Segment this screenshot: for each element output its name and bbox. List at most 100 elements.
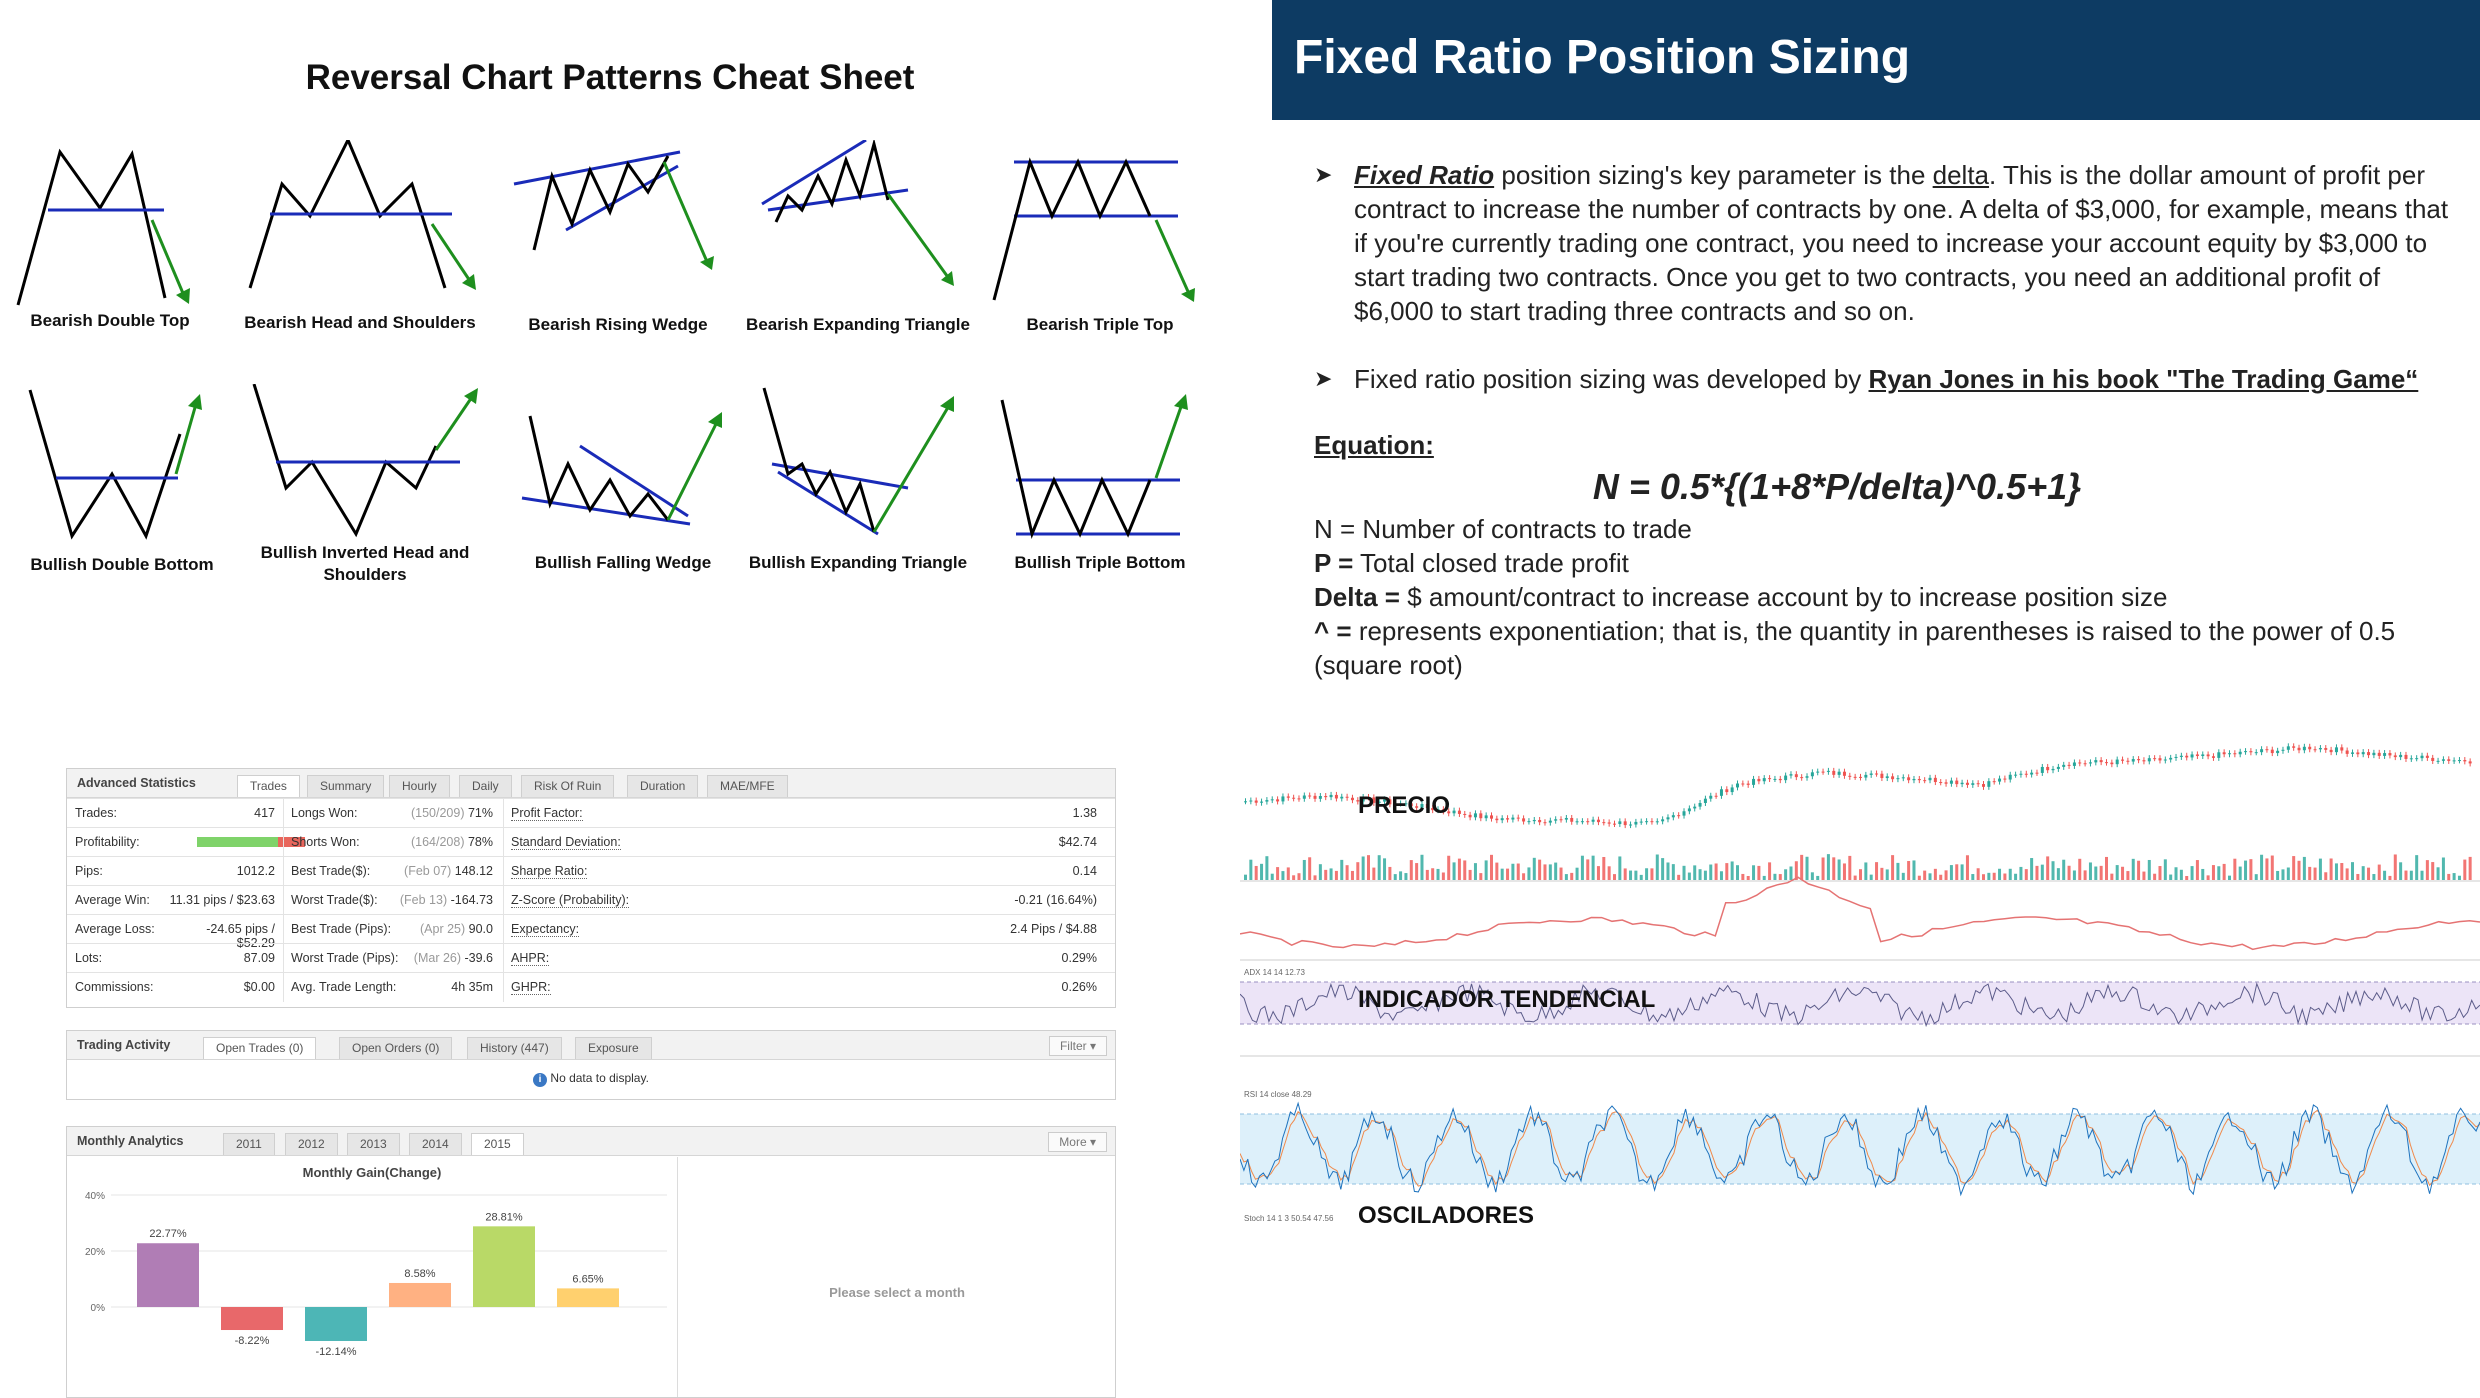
candle [1655,821,1659,823]
stat-row: Commissions: $0.00 Avg. Trade Length: 4h 35… [67,972,1115,1002]
candle [2206,754,2210,757]
volume-bar [2447,873,2451,880]
volume-bar [2008,868,2012,880]
candle [2110,762,2114,765]
candle [1757,778,1761,782]
advanced-statistics-tabbar: Advanced Statistics Trades Summary Hourl… [67,769,1115,798]
volume-bar [1741,873,1745,880]
tab-hourly[interactable]: Hourly [389,775,450,797]
tab-year-2015[interactable]: 2015 [471,1133,524,1155]
volume-bar [2452,873,2456,880]
candle [1463,813,1467,815]
volume-bar [1399,871,1403,880]
candle [2099,760,2103,763]
candle [2024,773,2028,775]
candle [1468,814,1472,818]
tab-daily[interactable]: Daily [459,775,512,797]
y-tick-label: 0% [91,1303,106,1314]
tab-year-2011[interactable]: 2011 [223,1133,275,1155]
tab-history[interactable]: History (447) [467,1037,562,1059]
volume-bar [2147,859,2151,880]
volume-bar [1757,865,1761,880]
profitability-bar [197,837,305,847]
tab-trades[interactable]: Trades [237,775,300,797]
tab-exposure[interactable]: Exposure [575,1037,652,1059]
filter-dropdown[interactable]: Filter ▾ [1048,1036,1107,1056]
candle [1393,803,1397,805]
candle [1810,772,1814,777]
candle [1249,800,1253,802]
candle [1629,824,1633,826]
candle [2260,749,2264,753]
monthly-chart-title: Monthly Gain(Change) [302,1165,442,1180]
volume-bar [1575,867,1579,880]
divider [283,915,284,944]
volume-bar [1431,868,1435,880]
volume-bar [2195,860,2199,880]
candle [1559,819,1563,821]
candle [2324,748,2328,750]
volume-bar [2457,875,2461,880]
candle [2265,749,2269,751]
volume-bar [1511,863,1515,880]
volume-bar [1933,868,1937,880]
candle [2244,751,2248,753]
volume-bar [1447,855,1451,880]
divider [503,886,504,915]
candle [2351,752,2354,754]
volume-bar [2399,862,2403,880]
stat-label-text: Expectancy: [511,922,580,937]
volume-bar [1345,865,1349,880]
stat-note: (Mar 26) [413,951,465,965]
volume-bar [2163,859,2167,880]
tab-duration[interactable]: Duration [627,775,699,797]
candle [1623,821,1627,826]
candle [1794,774,1798,778]
tab-year-2014[interactable]: 2014 [409,1133,462,1155]
candle [1596,819,1600,823]
candle [2420,755,2424,759]
candle [1880,773,1884,779]
volume-bar [1736,865,1739,880]
tab-year-2012[interactable]: 2012 [285,1133,338,1155]
candle [1570,817,1574,822]
candle [2425,755,2429,758]
bar [137,1243,199,1307]
stat-number: 71% [467,806,493,820]
tab-summary[interactable]: Summary [307,775,385,797]
divider [283,973,284,1002]
volume-bar [1425,869,1429,880]
pattern-bullish-inverted-head-and-shoulders: Bullish Inverted Head and Shoulders [240,384,490,584]
candle [2179,755,2183,757]
volume-bar [1367,855,1370,880]
volume-bar [1698,869,1702,880]
candle [1350,797,1354,801]
volume-bar [1912,860,1916,880]
volume-bar [2201,868,2205,880]
candle [1875,773,1879,775]
stat-label: Shorts Won: [291,835,360,849]
indicators-panel: PRECIO INDICADOR TENDENCIAL OSCILADORES … [1240,728,2480,1324]
volume-bar [1623,868,1627,880]
candle [1703,798,1707,803]
candle [2067,764,2071,766]
candle [1730,787,1734,793]
stat-label-text: Z-Score (Probability): [511,893,630,908]
volume-bar [2185,875,2189,880]
stat-value: 1.38 [1072,806,1097,820]
stat-row: Lots: 87.09 Worst Trade (Pips): (Mar 26) -3… [67,943,1115,973]
pattern-diagram [16,148,190,306]
candle [1265,800,1269,802]
tab-mae-mfe[interactable]: MAE/MFE [707,775,788,797]
candle [1698,802,1702,807]
candle [1837,771,1841,775]
tab-risk-of-ruin[interactable]: Risk Of Ruin [521,775,615,797]
volume-bar [1998,868,2002,880]
tab-year-2013[interactable]: 2013 [347,1133,400,1155]
advanced-statistics-box: Advanced Statistics Trades Summary Hourl… [66,768,1116,1008]
stoch-tag: Stoch 14 1 3 50.54 47.56 [1244,1214,1334,1223]
more-dropdown[interactable]: More ▾ [1048,1132,1107,1152]
tab-open-orders[interactable]: Open Orders (0) [339,1037,453,1059]
tab-open-trades[interactable]: Open Trades (0) [203,1037,317,1059]
volume-bar [2281,869,2285,880]
